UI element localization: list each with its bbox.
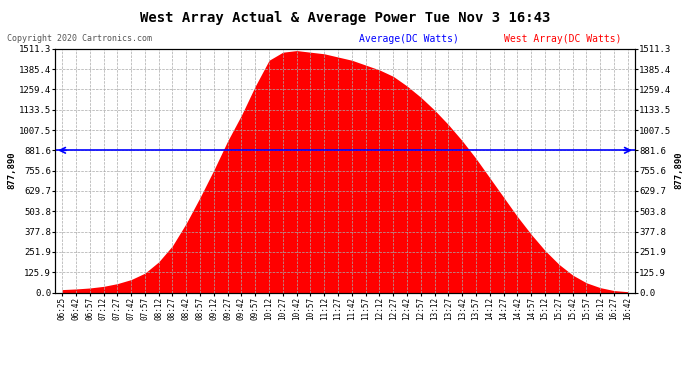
Text: Average(DC Watts): Average(DC Watts) (359, 34, 459, 44)
Text: West Array(DC Watts): West Array(DC Watts) (504, 34, 621, 44)
Y-axis label: 877,890: 877,890 (7, 152, 16, 189)
Text: Copyright 2020 Cartronics.com: Copyright 2020 Cartronics.com (7, 34, 152, 43)
Text: West Array Actual & Average Power Tue Nov 3 16:43: West Array Actual & Average Power Tue No… (140, 11, 550, 25)
Y-axis label: 877,890: 877,890 (674, 152, 683, 189)
